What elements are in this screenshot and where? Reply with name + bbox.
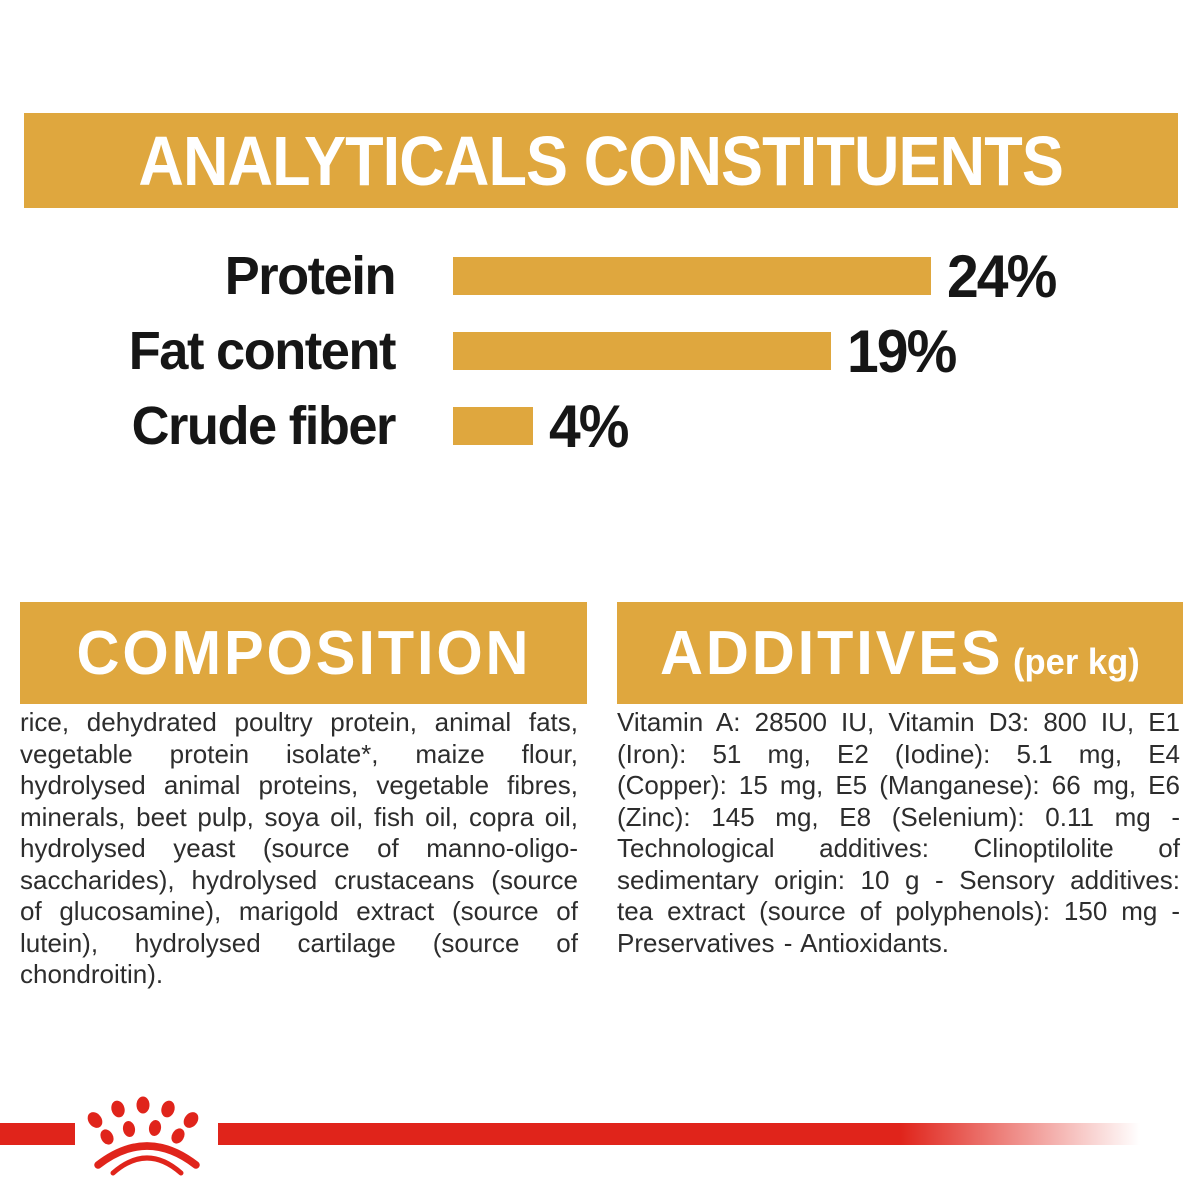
protein-bar — [453, 257, 931, 295]
chart-row-fat-content: Fat content 19% — [0, 318, 961, 385]
additives-title-suffix: (per kg) — [1013, 640, 1140, 682]
composition-title: COMPOSITION — [76, 618, 531, 688]
composition-banner: COMPOSITION — [20, 602, 587, 704]
protein-label: Protein — [224, 246, 397, 306]
royal-canin-crown-icon — [87, 1096, 200, 1176]
chart-row-crude-fiber: Crude fiber 4% — [0, 393, 632, 460]
brand-red-line — [0, 1123, 1140, 1145]
additives-banner: ADDITIVES (per kg) — [617, 602, 1183, 704]
composition-body: rice, dehydrated poultry protein, animal… — [20, 707, 578, 989]
additives-title-text: ADDITIVES — [660, 618, 1004, 688]
crude-fiber-bar — [453, 407, 533, 445]
crude-fiber-label: Crude fiber — [131, 396, 397, 456]
fat-content-bar — [453, 332, 831, 370]
additives-title: ADDITIVES (per kg) — [660, 618, 1140, 689]
crude-fiber-value: 4% — [549, 392, 629, 460]
fat-content-label: Fat content — [128, 321, 397, 381]
analytical-constituents-title: ANALYTICALS CONSTITUENTS — [138, 121, 1065, 200]
analytical-constituents-banner: ANALYTICALS CONSTITUENTS — [24, 113, 1178, 208]
additives-body: Vitamin A: 28500 IU, Vitamin D3: 800 IU,… — [617, 707, 1180, 958]
fat-content-value: 19% — [847, 317, 957, 385]
protein-value: 24% — [947, 242, 1057, 310]
chart-row-protein: Protein 24% — [0, 243, 1061, 310]
